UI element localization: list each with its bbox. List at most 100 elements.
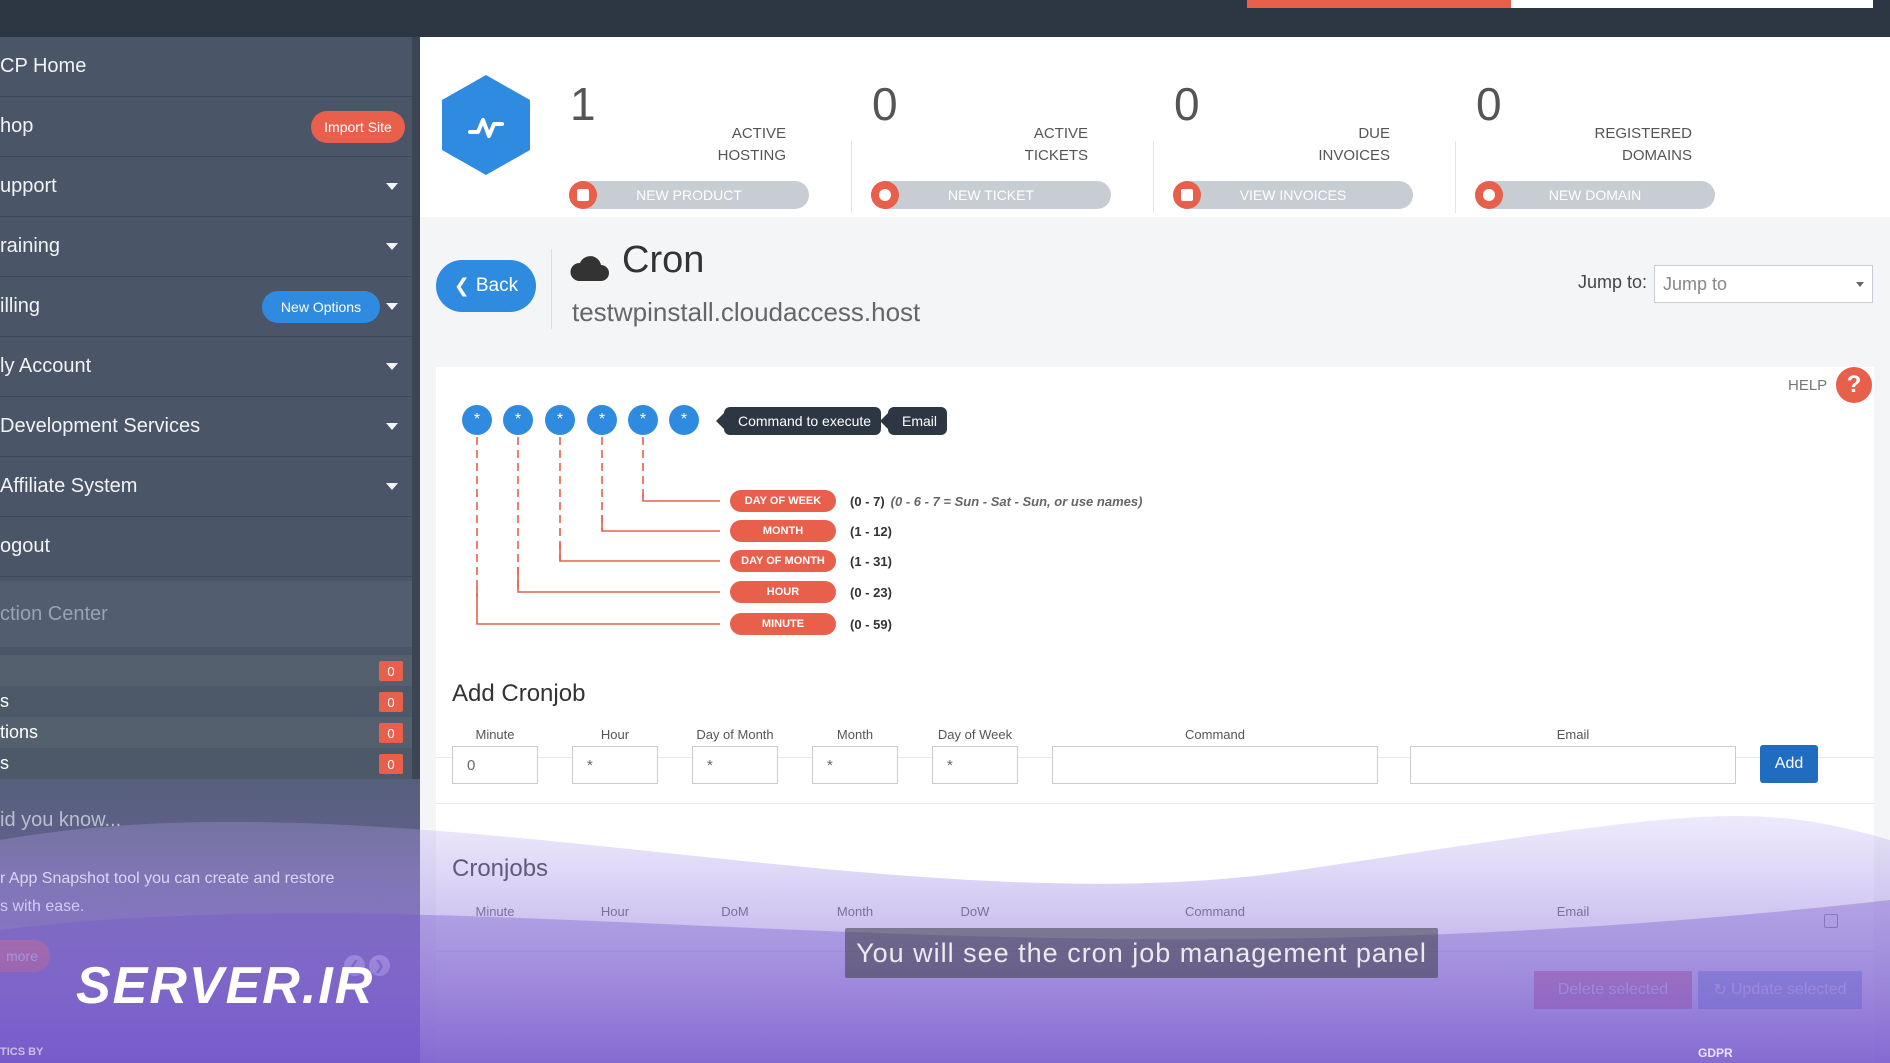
col-hour: Hour [600,904,630,919]
sidebar-item-home[interactable]: CP Home [0,37,412,97]
chat-icon [871,181,899,209]
did-you-know-line: s with ease. [0,898,85,915]
sidebar-item-shop[interactable]: hop Import Site [0,97,412,157]
col-email: Email [1556,904,1590,919]
action-center-title: ction Center [0,581,412,647]
view-invoices-button[interactable]: VIEW INVOICES [1173,181,1413,209]
action-center-row[interactable]: s 0 [0,686,412,717]
cron-star-hour: * [503,405,533,435]
import-site-button[interactable]: Import Site [311,111,405,143]
jump-to-label: Jump to: [1578,272,1648,292]
minute-range: (0 - 59) [850,617,892,632]
select-all-checkbox[interactable] [1824,914,1838,928]
stat-label: REGISTERED DOMAINS [1572,123,1692,167]
new-domain-button[interactable]: NEW DOMAIN [1475,181,1715,209]
button-label: NEW TICKET [947,187,1035,203]
read-more-button[interactable]: more [0,940,50,972]
count-badge: 0 [379,692,403,712]
stat-label-line: TICKETS [1024,147,1088,164]
col-dom: DoM [721,904,749,919]
sidebar-item-account[interactable]: ly Account [0,337,412,397]
header-minute: Minute [475,727,515,742]
chevron-down-icon [386,183,398,190]
stat-label-line: ACTIVE [731,125,786,142]
sidebar-item-billing[interactable]: illing New Options [0,277,412,337]
month-input[interactable]: * [812,746,898,784]
sidebar-item-training[interactable]: raining [0,217,412,277]
sidebar-item-label: Affiliate System [0,475,138,497]
command-input[interactable] [1052,746,1378,784]
count-badge: 0 [379,754,403,774]
hour-input[interactable]: * [572,746,658,784]
action-center-row[interactable]: tions 0 [0,717,412,748]
month-range: (1 - 12) [850,524,892,539]
sidebar-item-support[interactable]: upport [0,157,412,217]
col-month: Month [836,904,874,919]
sidebar-item-label: ogout [0,535,51,557]
delete-selected-button[interactable]: Delete selected [1534,971,1692,1009]
cloud-icon [570,256,609,281]
stat-label-line: HOSTING [717,147,786,164]
help-label: HELP [1788,377,1828,394]
stat-number: 1 [570,78,596,130]
day-of-month-input[interactable]: * [692,746,778,784]
email-tag: Email [879,407,948,435]
top-bar-search[interactable] [1511,0,1873,8]
divider [551,249,552,329]
col-command: Command [1185,904,1245,919]
action-center-label: s [0,753,9,773]
divider [1153,141,1154,213]
email-input[interactable] [1410,746,1736,784]
sidebar-item-label: hop [0,115,34,137]
header-month: Month [836,727,874,742]
analytics-label: TICS BY [0,1046,44,1058]
stat-registered-domains: 0 REGISTERED DOMAINS NEW DOMAIN [1455,77,1716,213]
command-tag: Command to execute [715,407,882,435]
jump-to-select[interactable]: Jump to [1654,265,1873,303]
sidebar-item-logout[interactable]: ogout [0,517,412,577]
day-of-week-input[interactable]: * [932,746,1018,784]
action-center-row[interactable]: s 0 [0,748,412,779]
refresh-icon: ↻ [1713,982,1727,999]
cart-icon [569,181,597,209]
brand-logo[interactable] [442,75,530,175]
add-button[interactable]: Add [1760,745,1818,783]
button-label: NEW PRODUCT [636,187,742,203]
did-you-know-line: r App Snapshot tool you can create and r… [0,870,335,887]
page-header: ❮ Back Cron testwpinstall.cloudaccess.hos… [420,217,1890,359]
header-command: Command [1185,727,1245,742]
video-subtitle: You will see the cron job management pan… [845,928,1438,978]
action-center-label: tions [0,722,39,742]
help-icon[interactable]: ? [1836,367,1872,403]
did-you-know-text: r App Snapshot tool you can create and r… [0,865,410,921]
cron-star-month: * [587,405,617,435]
chevron-down-icon [386,303,398,310]
sidebar-item-affiliate[interactable]: Affiliate System [0,457,412,517]
did-you-know-panel: id you know... r App Snapshot tool you c… [0,779,420,1063]
new-product-button[interactable]: NEW PRODUCT [569,181,809,209]
invoice-icon [1173,181,1201,209]
stat-label: ACTIVE TICKETS [968,123,1088,167]
button-label: NEW DOMAIN [1548,187,1642,203]
stat-active-hosting: 1 ACTIVE HOSTING NEW PRODUCT [550,77,810,209]
chevron-down-icon [1856,282,1864,287]
pulse-icon [468,118,504,138]
back-button[interactable]: ❮ Back [436,260,536,312]
chevron-down-icon [386,363,398,370]
day-of-month-tag: DAY OF MONTH [730,550,836,572]
globe-icon [1475,181,1503,209]
minute-input[interactable]: 0 [452,746,538,784]
stat-number: 0 [1174,78,1200,130]
sidebar-item-development[interactable]: Development Services [0,397,412,457]
count-badge: 0 [379,723,403,743]
new-options-badge[interactable]: New Options [262,291,380,323]
update-selected-button[interactable]: ↻ Update selected [1698,971,1862,1009]
back-label: Back [475,275,519,296]
day-of-week-range: (0 - 7) (0 - 6 - 7 = Sun - Sat - Sun, or … [850,494,1142,509]
new-ticket-button[interactable]: NEW TICKET [871,181,1111,209]
cron-star-dow: * [628,405,658,435]
add-cronjob-title: Add Cronjob [452,680,586,707]
range-note: (0 - 6 - 7 = Sun - Sat - Sun, or use nam… [890,494,1143,509]
action-center-row[interactable]: 0 [0,655,412,686]
sidebar-item-label: upport [0,175,57,197]
